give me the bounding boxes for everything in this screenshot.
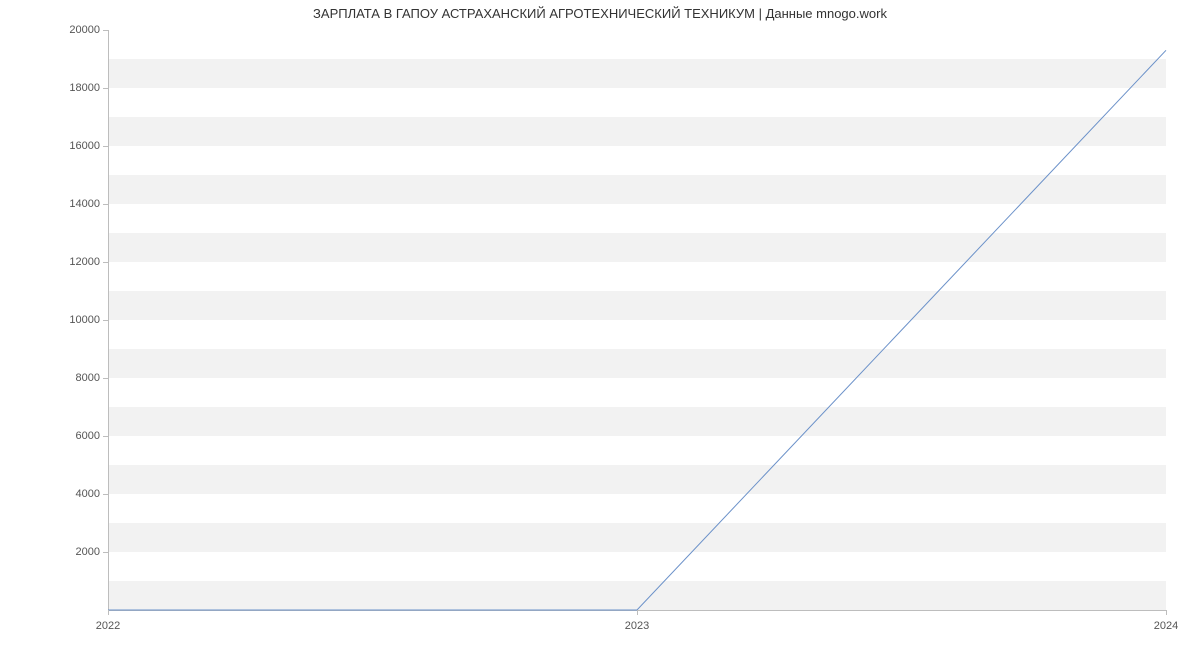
x-tick-label: 2024: [1154, 610, 1178, 632]
y-tick-label: 6000: [76, 430, 108, 442]
y-tick-label: 14000: [69, 198, 108, 210]
y-tick-label: 10000: [69, 314, 108, 326]
line-series: [108, 30, 1166, 610]
y-tick-label: 8000: [76, 372, 108, 384]
plot-area: 2000400060008000100001200014000160001800…: [108, 30, 1166, 610]
y-tick-label: 16000: [69, 140, 108, 152]
x-tick-label: 2022: [96, 610, 120, 632]
y-tick-label: 4000: [76, 488, 108, 500]
y-tick-label: 2000: [76, 546, 108, 558]
y-tick-label: 20000: [69, 24, 108, 36]
x-tick-label: 2023: [625, 610, 649, 632]
chart-title: ЗАРПЛАТА В ГАПОУ АСТРАХАНСКИЙ АГРОТЕХНИЧ…: [0, 6, 1200, 21]
y-tick-label: 18000: [69, 82, 108, 94]
y-tick-label: 12000: [69, 256, 108, 268]
salary-line-chart: ЗАРПЛАТА В ГАПОУ АСТРАХАНСКИЙ АГРОТЕХНИЧ…: [0, 0, 1200, 650]
